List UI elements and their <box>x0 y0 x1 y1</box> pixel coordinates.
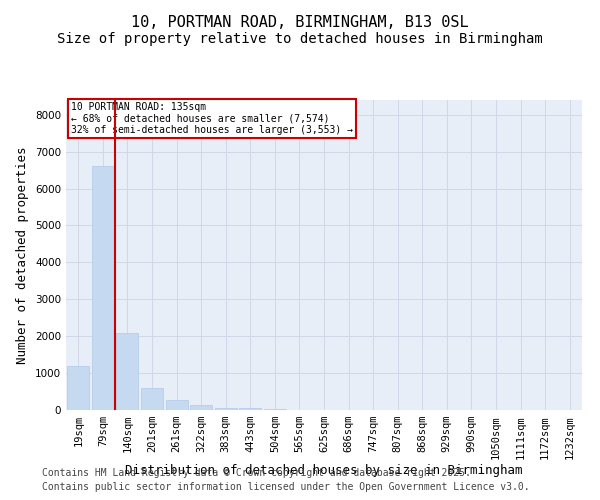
Text: Contains HM Land Registry data © Crown copyright and database right 2025.: Contains HM Land Registry data © Crown c… <box>42 468 471 477</box>
Text: 10 PORTMAN ROAD: 135sqm
← 68% of detached houses are smaller (7,574)
32% of semi: 10 PORTMAN ROAD: 135sqm ← 68% of detache… <box>71 102 353 134</box>
Bar <box>264 409 286 410</box>
Bar <box>239 408 262 410</box>
Bar <box>141 388 163 410</box>
Y-axis label: Number of detached properties: Number of detached properties <box>16 146 29 364</box>
Bar <box>92 166 114 410</box>
Bar <box>116 332 139 410</box>
Text: Size of property relative to detached houses in Birmingham: Size of property relative to detached ho… <box>57 32 543 46</box>
Bar <box>67 366 89 410</box>
Bar <box>215 408 237 410</box>
Text: Contains public sector information licensed under the Open Government Licence v3: Contains public sector information licen… <box>42 482 530 492</box>
Bar <box>190 405 212 410</box>
Text: 10, PORTMAN ROAD, BIRMINGHAM, B13 0SL: 10, PORTMAN ROAD, BIRMINGHAM, B13 0SL <box>131 15 469 30</box>
Bar <box>166 400 188 410</box>
X-axis label: Distribution of detached houses by size in Birmingham: Distribution of detached houses by size … <box>125 464 523 477</box>
